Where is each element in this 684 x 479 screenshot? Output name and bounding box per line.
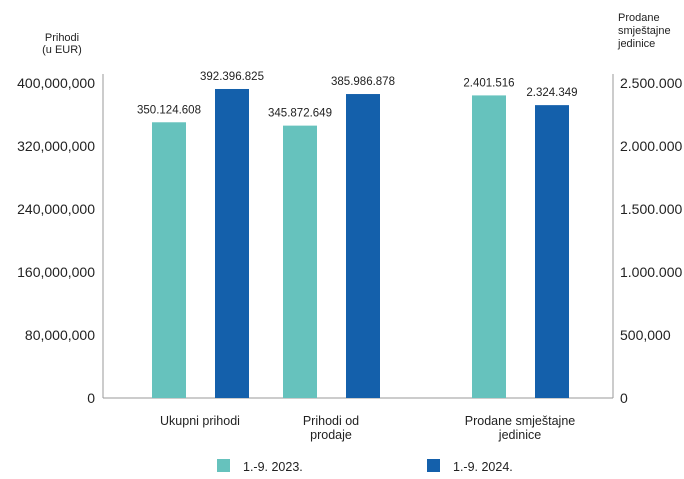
data-label: 392.396.825 [200,71,264,83]
right-tick-label: 1.500.000 [620,201,682,217]
left-tick-label: 320,000,000 [17,138,95,154]
data-label: 2.401.516 [463,77,514,89]
right-axis-title: smještajne [618,25,671,37]
category-label: Prodane smještajne [465,414,576,428]
right-axis-title: jedinice [617,38,655,50]
right-tick-label: 0 [620,390,628,406]
category-label: prodaje [310,428,352,442]
data-label: 345.872.649 [268,108,332,120]
data-label: 385.986.878 [331,76,395,88]
bar-2023 [283,125,317,398]
right-tick-label: 1.000.000 [620,264,682,280]
data-label: 350.124.608 [137,104,201,116]
bar-2024 [535,105,569,399]
right-axis-title: Prodane [618,12,660,24]
left-tick-label: 400,000,000 [17,75,95,91]
left-axis-title: Prihodi [45,32,79,44]
bar-2024 [215,88,249,399]
right-tick-label: 2.000.000 [620,138,682,154]
bar-2023 [152,122,186,399]
category-label: Prihodi od [303,414,359,428]
legend-swatch [217,459,230,472]
left-tick-label: 0 [87,390,95,406]
legend-swatch [427,459,440,472]
category-label: Ukupni prihodi [160,414,240,428]
left-tick-label: 240,000,000 [17,201,95,217]
right-tick-label: 500,000 [620,327,671,343]
bar-2024 [346,94,380,398]
right-tick-label: 2.500.000 [620,75,682,91]
category-label: jedinice [498,428,541,442]
bar-2023 [472,95,506,398]
left-tick-label: 80,000,000 [25,327,95,343]
left-tick-label: 160,000,000 [17,264,95,280]
legend-label: 1.-9. 2023. [243,460,303,474]
legend-label: 1.-9. 2024. [453,460,513,474]
data-label: 2.324.349 [526,87,577,99]
left-axis-title: (u EUR) [42,44,82,56]
